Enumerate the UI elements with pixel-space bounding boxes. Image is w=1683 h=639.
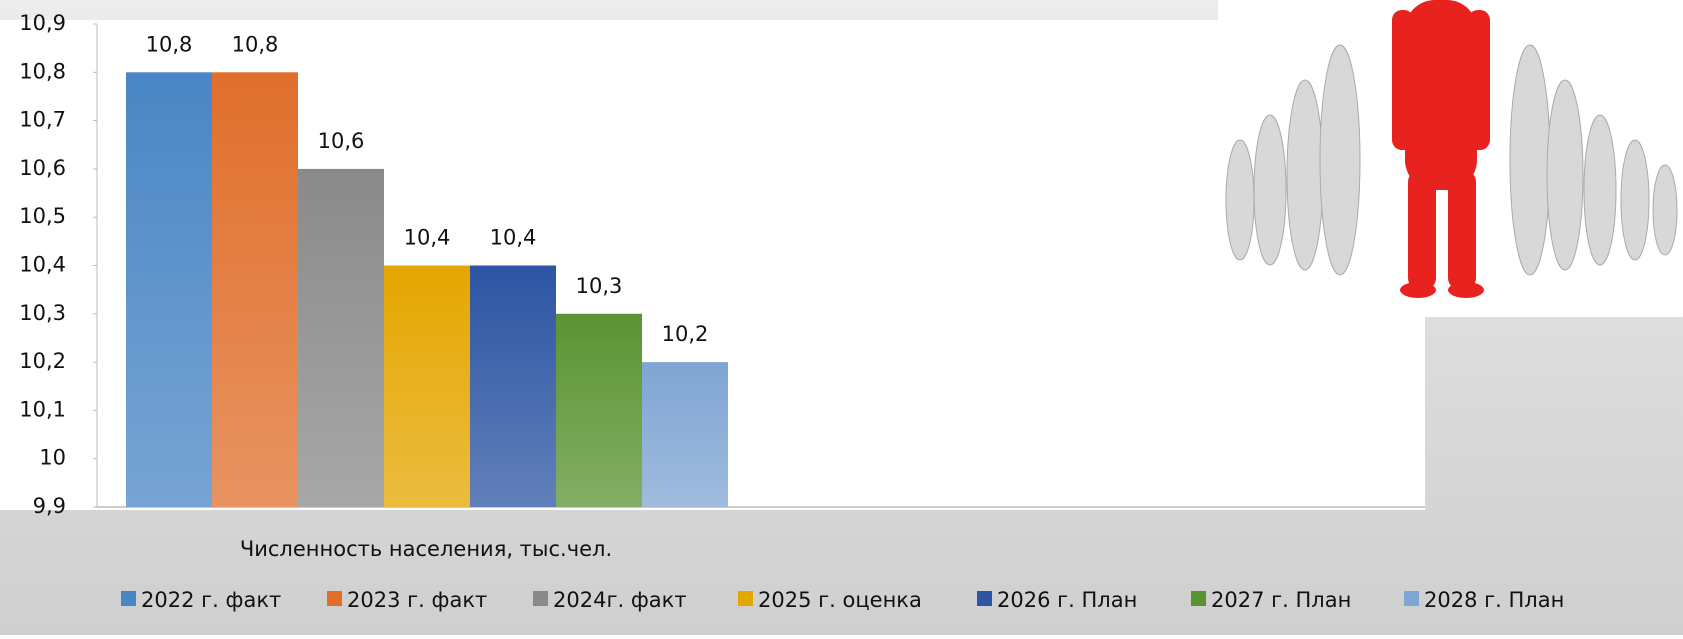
legend-label: 2025 г. оценка [758,588,922,612]
y-tick-label: 10,7 [19,108,66,132]
y-tick-label: 10,2 [19,349,66,373]
legend-swatch [533,591,548,606]
illustration [1218,0,1683,317]
bar-shade [556,314,642,507]
y-tick-label: 10,8 [19,59,66,83]
y-tick-label: 10 [39,446,66,470]
y-tick-label: 10,5 [19,204,66,228]
data-label: 10,3 [576,274,623,298]
legend-swatch [1191,591,1206,606]
data-label: 10,8 [146,32,193,56]
y-tick-label: 9,9 [33,494,66,518]
legend-label: 2027 г. План [1211,588,1351,612]
bar-shade [298,169,384,507]
data-label: 10,8 [232,32,279,56]
x-tick-label: Численность населения, тыс.чел. [240,537,612,561]
bar-shade [384,266,470,508]
chart: 9,9 10 10,1 10,2 10,3 10,4 10,5 10,6 10,7 10,8 10,… [0,0,1683,635]
data-label: 10,4 [404,226,451,250]
bar-shade [470,266,556,508]
y-tick-label: 10,9 [19,11,66,35]
data-label: 10,6 [318,129,365,153]
y-tick-label: 10,1 [19,397,66,421]
legend-swatch [977,591,992,606]
bar-shade [212,72,298,507]
legend-swatch [327,591,342,606]
bar-shade [126,72,212,507]
legend-swatch [1404,591,1419,606]
data-label: 10,4 [490,226,537,250]
y-tick-label: 10,4 [19,253,66,277]
legend-swatch [738,591,753,606]
bar-shade [642,362,728,507]
legend-label: 2023 г. факт [347,588,487,612]
y-tick-label: 10,6 [19,156,66,180]
data-label: 10,2 [662,322,709,346]
legend-label: 2026 г. План [997,588,1137,612]
legend-label: 2024г. факт [553,588,687,612]
legend-label: 2028 г. План [1424,588,1564,612]
y-tick-label: 10,3 [19,301,66,325]
legend-label: 2022 г. факт [141,588,281,612]
legend-swatch [121,591,136,606]
